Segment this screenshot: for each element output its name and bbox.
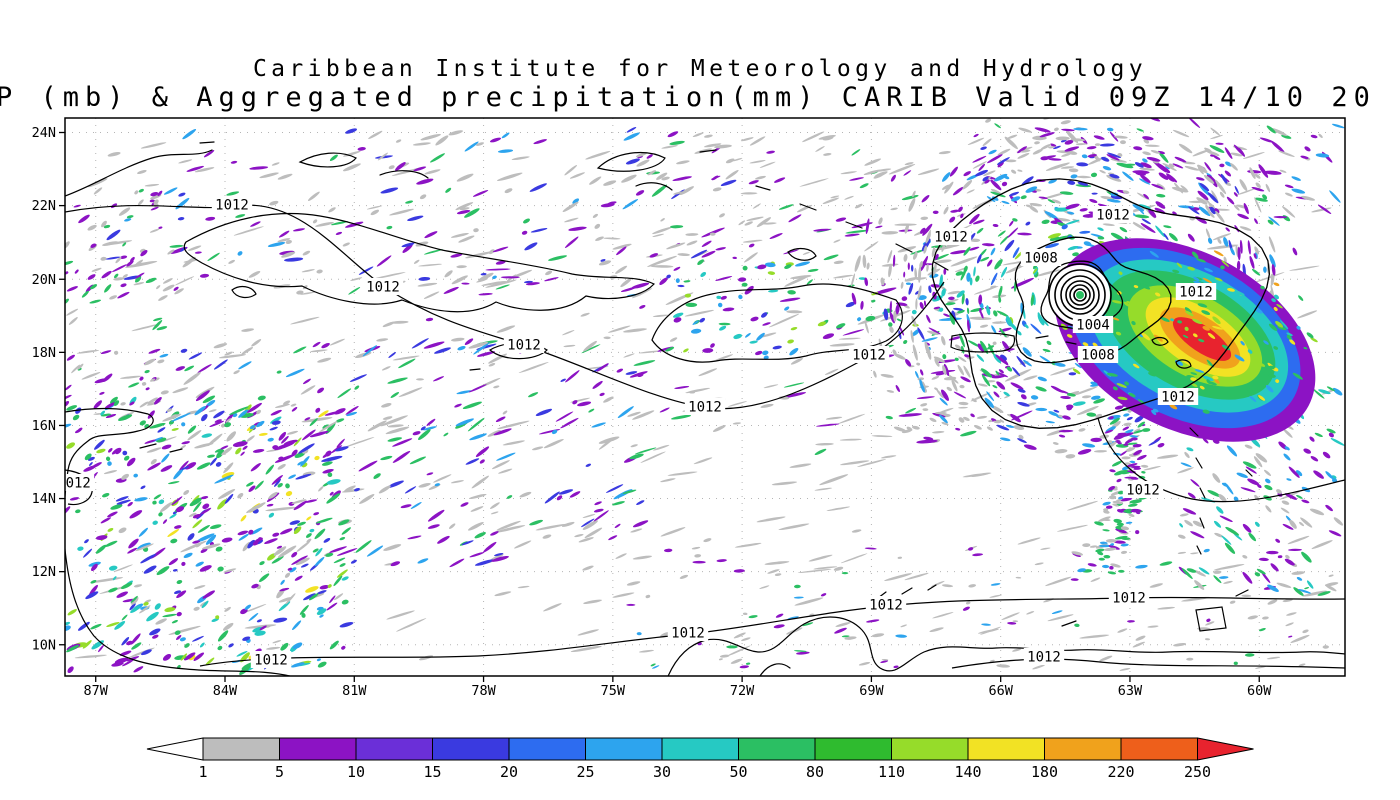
pressure-label: 1012 <box>1179 285 1213 301</box>
pressure-label: 1012 <box>688 400 722 416</box>
colorbar-tick-label: 20 <box>500 763 518 781</box>
lat-tick-label: 20N <box>32 272 56 288</box>
pressure-label: 1012 <box>1112 591 1146 607</box>
colorbar-segment <box>1120 737 1198 761</box>
lat-tick-label: 10N <box>32 637 56 653</box>
pressure-label-bg <box>848 346 890 363</box>
lat-tick-label: 22N <box>32 198 56 214</box>
lat-tick-label: 24N <box>32 125 56 141</box>
colorbar-tick-label: 25 <box>576 763 594 781</box>
lon-tick-label: 87W <box>84 683 109 699</box>
colorbar-tick-label: 110 <box>878 763 905 781</box>
pressure-label: 1008 <box>1081 348 1115 364</box>
precipitation-colorbar: 1 5 10 15 20 25 30 50 80 110 140 180 220 250 <box>146 737 1254 781</box>
product-title: P (mb) & Aggregated precipitation(mm) CA… <box>0 82 1376 113</box>
lon-tick-label: 75W <box>601 683 626 699</box>
colorbar-tick-label: 10 <box>347 763 365 781</box>
colorbar-segment <box>891 737 969 761</box>
pressure-label-bg <box>1092 206 1134 223</box>
colorbar-tick-label: 15 <box>423 763 441 781</box>
pressure-label-bg <box>1175 283 1217 300</box>
colorbar-segment <box>585 737 663 761</box>
pressure-label: 1004 <box>1076 318 1110 334</box>
institute-title: Caribbean Institute for Meteorology and … <box>252 56 1148 82</box>
pressure-label-bg <box>503 336 545 353</box>
pressure-label-bg <box>250 651 292 668</box>
map-frame <box>64 117 1346 677</box>
colorbar-tick-label: 5 <box>275 763 284 781</box>
colorbar-tick-label: 220 <box>1107 763 1134 781</box>
lon-tick-label: 72W <box>730 683 755 699</box>
pressure-label: 1012 <box>852 348 886 364</box>
colorbar-segment <box>355 737 433 761</box>
colorbar-segment <box>202 737 280 761</box>
colorbar-tick-label: 180 <box>1031 763 1058 781</box>
colorbar-tick-label: 250 <box>1184 763 1211 781</box>
pressure-label-bg <box>1020 249 1062 266</box>
colorbar-segment <box>432 737 510 761</box>
pressure-label: 1012 <box>1096 208 1130 224</box>
pressure-label: 1012 <box>507 338 541 354</box>
pressure-label: 1012 <box>366 280 400 296</box>
pressure-label: 1012 <box>934 230 968 246</box>
colorbar-tick-label: 30 <box>653 763 671 781</box>
colorbar-segment <box>279 737 357 761</box>
lat-tick-label: 12N <box>32 564 56 580</box>
precipitation-field <box>65 118 1345 675</box>
pressure-label-bg <box>1157 388 1199 405</box>
lat-tick-label: 16N <box>32 418 56 434</box>
pressure-label-bg <box>362 278 404 295</box>
colorbar-tick-label: 1 <box>198 763 207 781</box>
pressure-label-bg <box>667 624 709 641</box>
lon-tick-label: 63W <box>1118 683 1143 699</box>
pressure-label: 1012 <box>1126 483 1160 499</box>
pressure-label-bg <box>1108 589 1150 606</box>
colorbar-segment <box>967 737 1045 761</box>
lon-tick-label: 81W <box>342 683 367 699</box>
pressure-label-bg <box>1077 346 1119 363</box>
colorbar-left-arrow <box>146 737 204 761</box>
lat-tick-label: 14N <box>32 491 56 507</box>
axis-tick-labels: 24N 22N 20N 18N 16N 14N 12N 10N 87W 84W 81W 78W 75W 7… <box>32 125 1273 699</box>
map-border <box>64 117 1346 677</box>
pressure-label: 1012 <box>1027 650 1061 666</box>
pressure-label-bg <box>930 228 972 245</box>
pressure-label-bg <box>211 196 253 213</box>
pressure-label: 1012 <box>1161 390 1195 406</box>
pressure-label: 1012 <box>869 598 903 614</box>
pressure-label: 1012 <box>57 476 91 492</box>
pressure-label-bg <box>1072 316 1114 333</box>
pressure-label: 1008 <box>1024 251 1058 267</box>
pressure-label: 1012 <box>215 198 249 214</box>
pressure-label-bg <box>65 474 95 491</box>
colorbar-tick-label: 50 <box>729 763 747 781</box>
lon-tick-label: 66W <box>988 683 1013 699</box>
pressure-label: 1012 <box>254 653 288 669</box>
lon-tick-label: 84W <box>213 683 238 699</box>
colorbar-segment <box>814 737 892 761</box>
pressure-value-labels: 1012 1012 1012 1012 1012 1012 1012 1008 1012 1004… <box>57 196 1217 669</box>
lon-tick-label: 69W <box>859 683 884 699</box>
lat-tick-label: 18N <box>32 345 56 361</box>
lon-tick-label: 60W <box>1247 683 1272 699</box>
colorbar-segment <box>508 737 586 761</box>
lon-tick-label: 78W <box>471 683 496 699</box>
pressure-label-bg <box>1122 481 1164 498</box>
pressure-label-bg <box>1023 648 1065 665</box>
pressure-label-bg <box>684 398 726 415</box>
pressure-label: 1012 <box>671 626 705 642</box>
colorbar-right-arrow <box>1197 737 1254 761</box>
colorbar-segment <box>1044 737 1122 761</box>
colorbar-segment <box>738 737 816 761</box>
colorbar-tick-label: 140 <box>954 763 981 781</box>
pressure-label-bg <box>865 596 907 613</box>
colorbar-tick-label: 80 <box>806 763 824 781</box>
colorbar-segment <box>661 737 739 761</box>
